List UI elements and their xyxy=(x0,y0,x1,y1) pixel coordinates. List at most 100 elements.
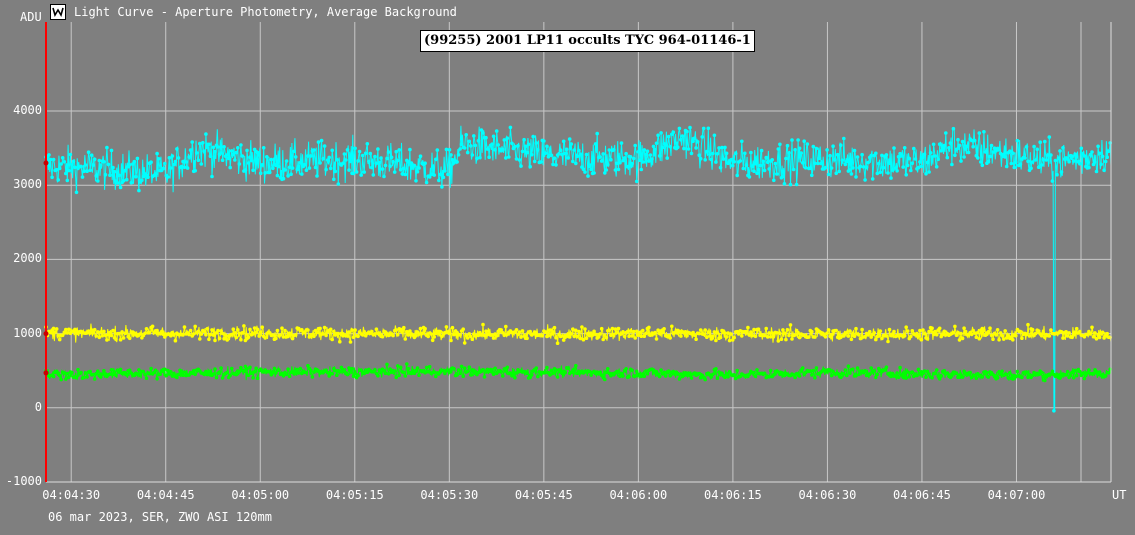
data-point xyxy=(982,328,986,333)
x-tick-label: 04:05:45 xyxy=(514,488,573,502)
data-point xyxy=(438,172,443,177)
data-point xyxy=(779,337,784,342)
data-point xyxy=(1043,335,1047,340)
data-point xyxy=(554,368,558,373)
series-3 xyxy=(44,362,1112,383)
data-point xyxy=(619,141,624,145)
data-point xyxy=(714,160,718,164)
data-point xyxy=(213,367,217,371)
data-point xyxy=(918,328,922,333)
data-point xyxy=(925,369,930,374)
data-point xyxy=(572,334,577,339)
data-point xyxy=(155,377,159,381)
data-point xyxy=(236,328,240,332)
data-point xyxy=(1068,373,1073,378)
data-point xyxy=(356,334,360,339)
data-point xyxy=(437,178,441,183)
data-point xyxy=(543,330,548,335)
data-point xyxy=(587,369,592,374)
data-point xyxy=(149,366,153,371)
data-point xyxy=(715,152,720,156)
data-point xyxy=(951,330,956,335)
data-point xyxy=(1004,164,1009,169)
data-point xyxy=(854,175,858,179)
data-point xyxy=(653,147,657,152)
data-point xyxy=(560,152,564,157)
data-point xyxy=(785,328,790,332)
data-point xyxy=(1032,144,1036,149)
data-point xyxy=(185,166,190,170)
data-point xyxy=(59,162,63,166)
data-point xyxy=(972,331,977,335)
data-point xyxy=(695,140,700,144)
data-point xyxy=(772,178,776,183)
data-point xyxy=(414,334,418,338)
data-point xyxy=(732,160,736,164)
data-point xyxy=(269,157,274,162)
data-point xyxy=(198,141,202,146)
data-point xyxy=(615,330,619,335)
data-point xyxy=(536,374,540,379)
data-point xyxy=(957,143,962,148)
data-point xyxy=(927,372,931,376)
data-point xyxy=(1073,368,1077,373)
data-point xyxy=(79,164,83,169)
data-point xyxy=(129,180,134,185)
data-point xyxy=(832,157,837,162)
data-point xyxy=(1082,154,1087,158)
data-point xyxy=(587,164,592,168)
data-point xyxy=(642,374,647,379)
data-point xyxy=(528,164,532,169)
data-point xyxy=(933,371,937,376)
data-point xyxy=(443,330,447,335)
data-point xyxy=(715,376,720,381)
data-point xyxy=(531,134,535,139)
data-point xyxy=(971,144,975,149)
data-point xyxy=(736,332,741,336)
data-point xyxy=(100,333,105,338)
data-point xyxy=(756,168,761,172)
data-point xyxy=(896,375,901,380)
data-point xyxy=(1093,331,1097,335)
data-point xyxy=(484,370,488,374)
data-point xyxy=(484,135,488,140)
data-point xyxy=(825,331,829,336)
data-point xyxy=(229,149,234,153)
data-point xyxy=(638,330,642,335)
data-point xyxy=(1074,326,1079,331)
data-point xyxy=(765,160,770,165)
data-point xyxy=(995,328,1000,332)
data-point xyxy=(603,377,607,382)
data-point xyxy=(532,159,537,164)
data-point xyxy=(429,332,434,336)
data-point xyxy=(219,366,223,370)
data-point xyxy=(56,178,60,182)
data-point xyxy=(753,374,758,379)
data-point xyxy=(634,179,639,184)
data-point xyxy=(657,154,662,158)
data-point xyxy=(1056,156,1061,160)
data-point xyxy=(772,333,776,338)
data-point xyxy=(631,329,636,334)
data-point xyxy=(659,131,663,135)
data-point xyxy=(403,374,408,378)
data-point xyxy=(647,159,651,163)
data-point xyxy=(141,174,146,179)
data-point xyxy=(476,333,481,338)
data-point xyxy=(606,163,610,167)
data-point xyxy=(598,370,602,375)
data-point xyxy=(103,333,108,338)
data-point xyxy=(1052,409,1056,413)
data-point xyxy=(1091,371,1096,376)
data-point xyxy=(341,161,345,166)
data-point xyxy=(778,142,782,147)
series-layer xyxy=(44,125,1112,413)
data-point xyxy=(447,147,452,152)
data-point xyxy=(548,373,552,377)
data-point xyxy=(1015,138,1020,143)
window-title-bar: Light Curve - Aperture Photometry, Avera… xyxy=(50,2,457,22)
data-point xyxy=(785,143,790,148)
data-point xyxy=(156,157,161,161)
data-point xyxy=(367,159,371,164)
